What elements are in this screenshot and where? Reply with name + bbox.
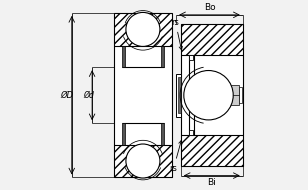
- Bar: [239, 87, 242, 103]
- Bar: [189, 55, 193, 60]
- Text: Ød: Ød: [83, 91, 94, 100]
- Bar: [161, 46, 164, 67]
- Bar: [122, 46, 164, 67]
- Bar: [114, 46, 172, 145]
- Bar: [181, 135, 243, 166]
- Bar: [114, 13, 172, 46]
- Bar: [189, 131, 193, 135]
- Circle shape: [126, 144, 160, 178]
- Bar: [181, 24, 243, 55]
- Bar: [219, 85, 239, 105]
- Text: Bi: Bi: [207, 178, 216, 187]
- Bar: [178, 77, 181, 113]
- Text: Bo: Bo: [204, 2, 215, 12]
- Bar: [122, 46, 125, 67]
- Bar: [122, 123, 125, 145]
- Bar: [189, 55, 194, 135]
- Text: rs: rs: [170, 140, 182, 173]
- Text: rs: rs: [172, 18, 182, 50]
- Text: ØD: ØD: [61, 91, 74, 100]
- Circle shape: [184, 70, 233, 120]
- Bar: [122, 123, 164, 145]
- Bar: [176, 74, 181, 116]
- Bar: [114, 145, 172, 177]
- Bar: [181, 55, 243, 135]
- Bar: [161, 123, 164, 145]
- Circle shape: [126, 12, 160, 46]
